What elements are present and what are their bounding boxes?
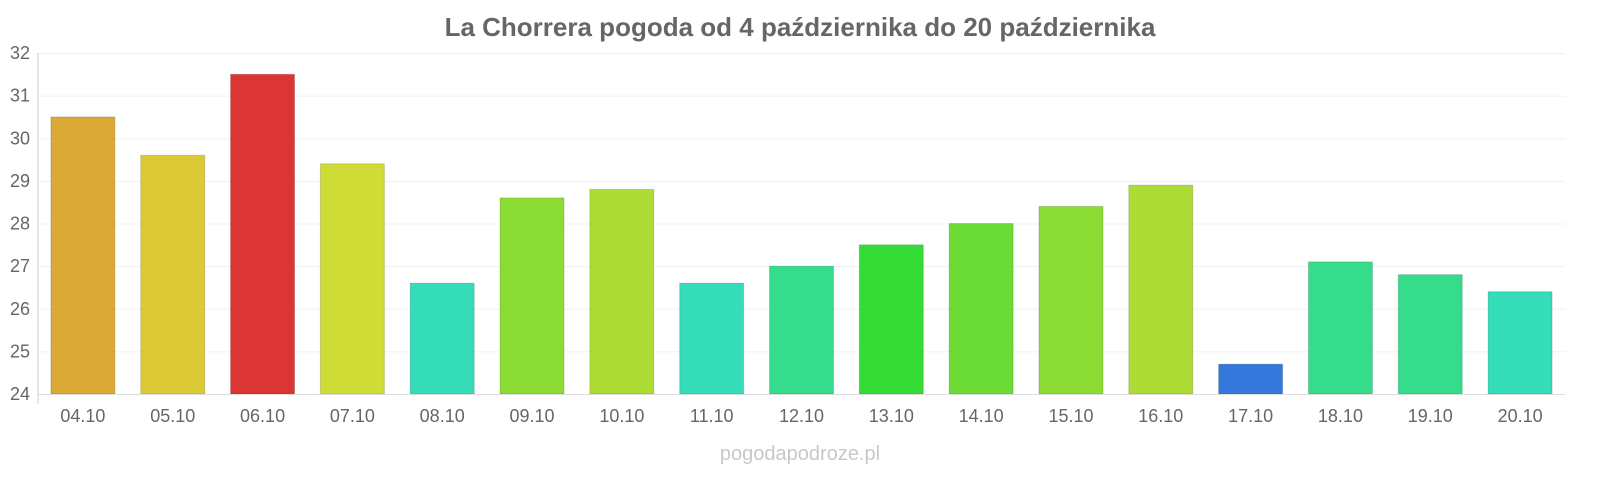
bar-19.10[interactable] [1397, 274, 1463, 395]
bar-17.10[interactable] [1218, 363, 1284, 395]
y-tick-label: 31 [10, 86, 30, 106]
watermark: pogodapodroze.pl [720, 443, 880, 465]
bar-04.10[interactable] [50, 116, 116, 395]
x-tick-label: 04.10 [60, 406, 105, 426]
x-tick-label: 07.10 [330, 406, 375, 426]
y-tick-label: 26 [10, 299, 30, 319]
y-tick-label: 32 [10, 43, 30, 63]
bar-15.10[interactable] [1038, 205, 1104, 395]
bar-06.10[interactable] [230, 73, 296, 395]
x-tick-label: 20.10 [1498, 406, 1543, 426]
y-tick-label: 25 [10, 341, 30, 361]
x-tick-label: 05.10 [150, 406, 195, 426]
bar-05.10[interactable] [140, 154, 206, 395]
bar-12.10[interactable] [769, 265, 834, 395]
x-tick-label: 15.10 [1048, 406, 1093, 426]
x-tick-label: 09.10 [510, 406, 555, 426]
y-tick-label: 29 [10, 171, 30, 191]
bar-11.10[interactable] [679, 282, 745, 395]
x-tick-label: 06.10 [240, 406, 285, 426]
y-tick-label: 30 [10, 128, 30, 148]
bar-14.10[interactable] [948, 223, 1014, 395]
y-tick-label: 27 [10, 256, 30, 276]
x-tick-label: 17.10 [1228, 406, 1273, 426]
bar-20.10[interactable] [1487, 291, 1553, 395]
bar-10.10[interactable] [589, 188, 655, 395]
x-tick-label: 12.10 [779, 406, 824, 426]
x-tick-label: 14.10 [959, 406, 1004, 426]
x-tick-label: 13.10 [869, 406, 914, 426]
chart-title: La Chorrera pogoda od 4 października do … [445, 12, 1156, 42]
y-tick-label: 24 [10, 384, 30, 404]
bar-09.10[interactable] [499, 197, 565, 395]
bar-13.10[interactable] [858, 244, 924, 395]
bar-16.10[interactable] [1128, 184, 1194, 395]
x-tick-label: 08.10 [420, 406, 465, 426]
x-tick-label: 19.10 [1408, 406, 1453, 426]
y-tick-label: 28 [10, 214, 30, 234]
x-tick-label: 16.10 [1138, 406, 1183, 426]
x-tick-label: 11.10 [690, 406, 734, 426]
bar-07.10[interactable] [319, 163, 385, 395]
bar-18.10[interactable] [1307, 261, 1373, 395]
x-tick-label: 18.10 [1318, 406, 1363, 426]
bar-08.10[interactable] [409, 282, 475, 395]
x-tick-label: 10.10 [599, 406, 644, 426]
